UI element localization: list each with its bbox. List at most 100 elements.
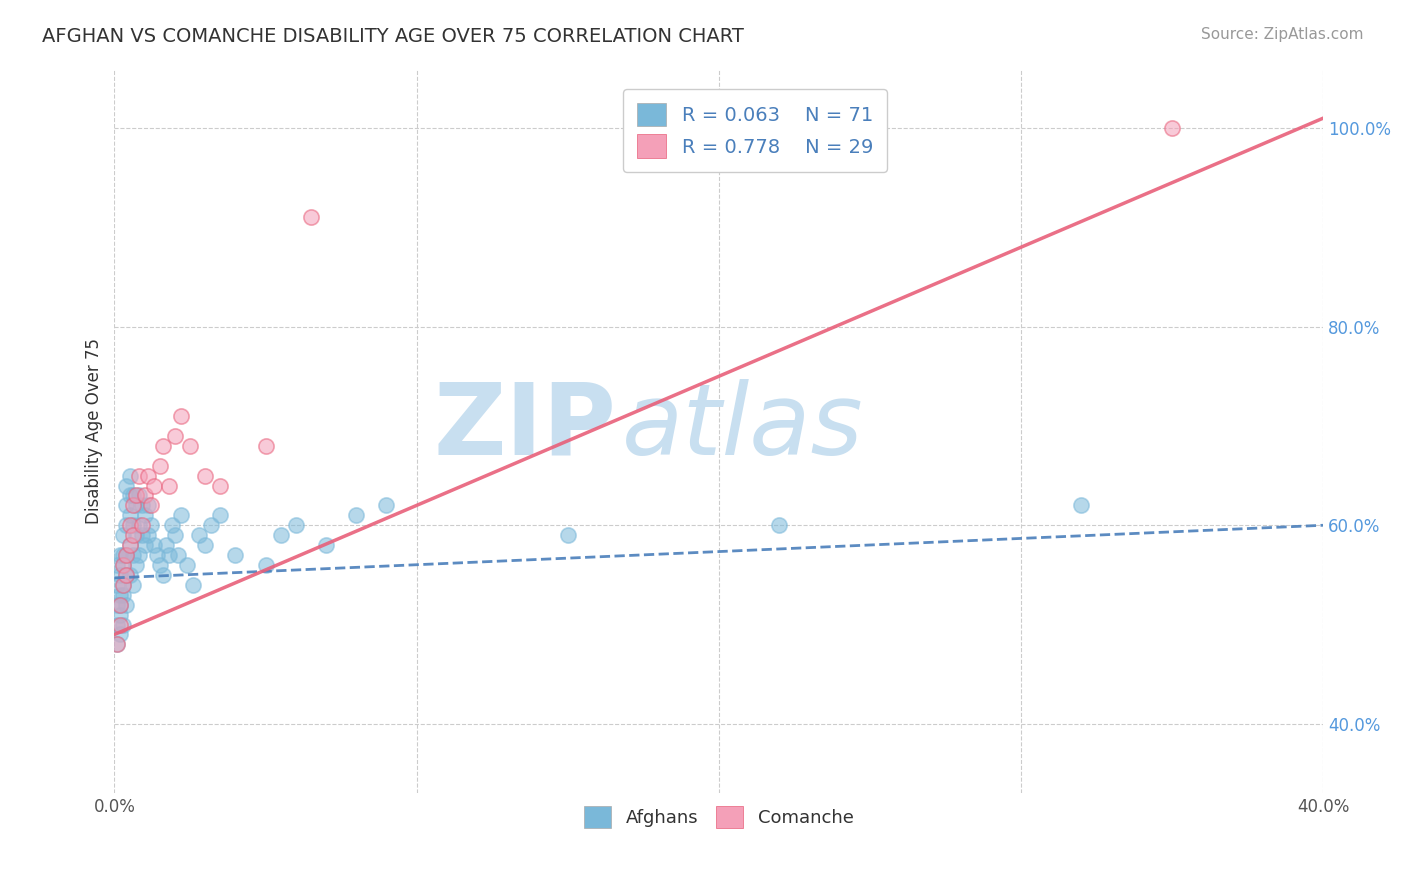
Point <box>179 439 201 453</box>
Point <box>181 578 204 592</box>
Point <box>128 548 150 562</box>
Point <box>107 637 129 651</box>
Point <box>131 518 153 533</box>
Point <box>170 409 193 423</box>
Point <box>254 439 277 453</box>
Point <box>115 478 138 492</box>
Point <box>254 558 277 572</box>
Point <box>110 617 132 632</box>
Point <box>112 578 135 592</box>
Point <box>110 548 132 562</box>
Legend: Afghans, Comanche: Afghans, Comanche <box>576 798 860 835</box>
Point <box>149 458 172 473</box>
Point <box>112 588 135 602</box>
Point <box>118 488 141 502</box>
Point <box>200 518 222 533</box>
Point <box>375 499 398 513</box>
Point <box>134 508 156 523</box>
Point <box>136 468 159 483</box>
Point <box>124 558 146 572</box>
Point <box>1070 499 1092 513</box>
Point <box>112 528 135 542</box>
Y-axis label: Disability Age Over 75: Disability Age Over 75 <box>86 338 103 524</box>
Point <box>163 528 186 542</box>
Point <box>170 508 193 523</box>
Point <box>128 518 150 533</box>
Point <box>131 499 153 513</box>
Point <box>110 627 132 641</box>
Point <box>115 499 138 513</box>
Point <box>118 538 141 552</box>
Point <box>194 468 217 483</box>
Point <box>157 548 180 562</box>
Point <box>134 488 156 502</box>
Point <box>121 518 143 533</box>
Point <box>112 558 135 572</box>
Point <box>118 568 141 582</box>
Point <box>124 499 146 513</box>
Point <box>107 578 129 592</box>
Point <box>124 488 146 502</box>
Point <box>124 528 146 542</box>
Point <box>344 508 367 523</box>
Point <box>142 538 165 552</box>
Point <box>152 439 174 453</box>
Point <box>155 538 177 552</box>
Point <box>121 488 143 502</box>
Point <box>107 617 129 632</box>
Point <box>121 578 143 592</box>
Point <box>121 528 143 542</box>
Point <box>110 598 132 612</box>
Point <box>167 548 190 562</box>
Point <box>121 499 143 513</box>
Point <box>299 211 322 225</box>
Point <box>118 538 141 552</box>
Point <box>107 598 129 612</box>
Point <box>163 429 186 443</box>
Point <box>134 538 156 552</box>
Point <box>139 499 162 513</box>
Point <box>131 528 153 542</box>
Point <box>139 518 162 533</box>
Point <box>176 558 198 572</box>
Point <box>128 488 150 502</box>
Text: AFGHAN VS COMANCHE DISABILITY AGE OVER 75 CORRELATION CHART: AFGHAN VS COMANCHE DISABILITY AGE OVER 7… <box>42 27 744 45</box>
Point <box>118 468 141 483</box>
Point <box>110 568 132 582</box>
Point <box>112 558 135 572</box>
Point <box>194 538 217 552</box>
Point <box>128 468 150 483</box>
Point <box>270 528 292 542</box>
Point <box>768 518 790 533</box>
Point <box>149 558 172 572</box>
Point <box>115 548 138 562</box>
Text: ZIP: ZIP <box>433 379 616 475</box>
Point <box>112 548 135 562</box>
Point <box>118 508 141 523</box>
Point <box>136 499 159 513</box>
Point <box>107 637 129 651</box>
Point <box>112 578 135 592</box>
Point <box>284 518 307 533</box>
Point <box>115 518 138 533</box>
Point <box>142 478 165 492</box>
Point <box>115 598 138 612</box>
Point <box>118 518 141 533</box>
Point <box>152 568 174 582</box>
Point <box>112 617 135 632</box>
Point <box>107 558 129 572</box>
Point <box>110 598 132 612</box>
Point <box>160 518 183 533</box>
Point <box>188 528 211 542</box>
Point <box>209 508 232 523</box>
Point <box>157 478 180 492</box>
Point <box>209 478 232 492</box>
Text: Source: ZipAtlas.com: Source: ZipAtlas.com <box>1201 27 1364 42</box>
Text: atlas: atlas <box>621 379 863 475</box>
Point <box>1161 121 1184 136</box>
Point <box>145 548 167 562</box>
Point <box>110 588 132 602</box>
Point <box>136 528 159 542</box>
Point <box>557 528 579 542</box>
Point <box>115 568 138 582</box>
